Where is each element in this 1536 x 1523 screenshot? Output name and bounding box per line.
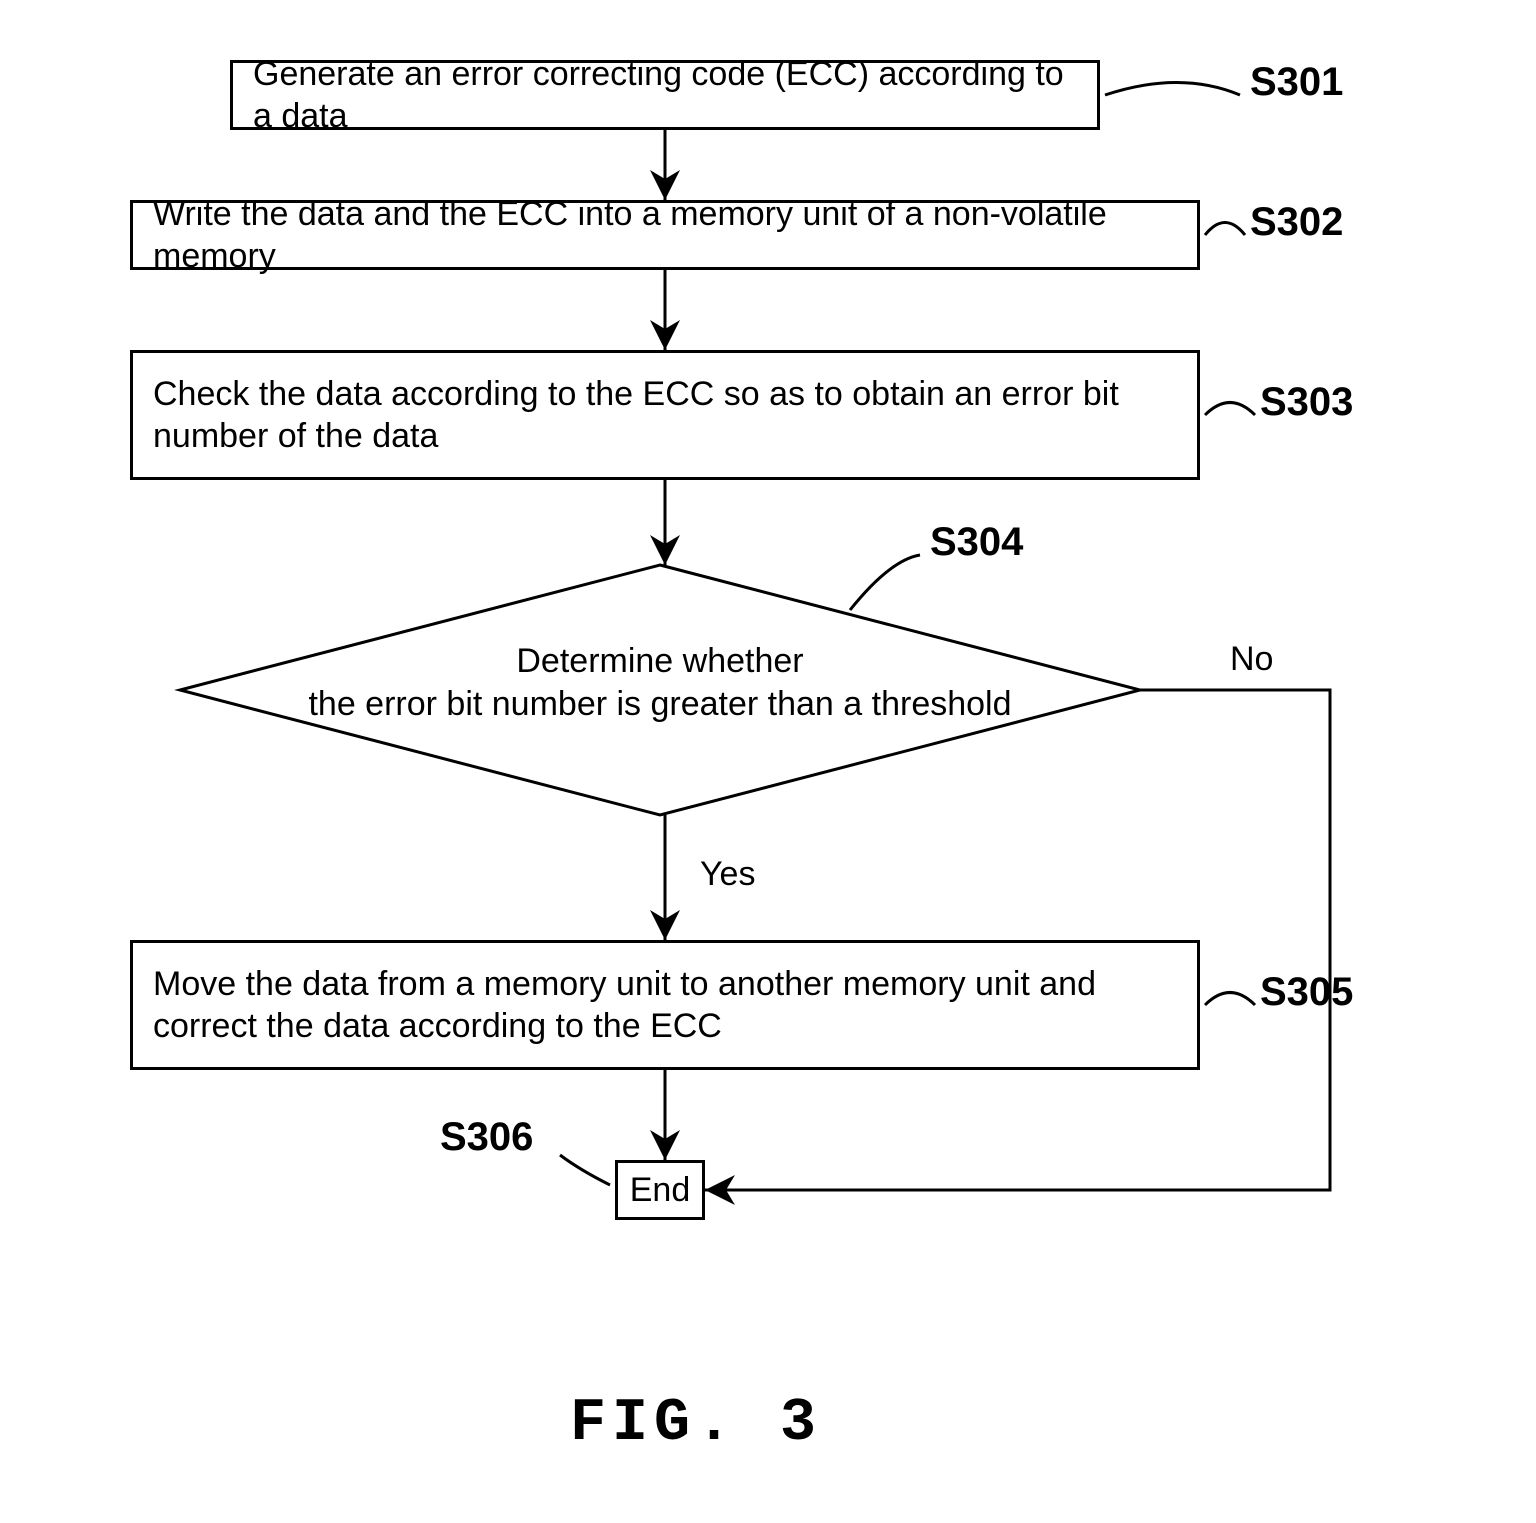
decision-s304-text: Determine whetherthe error bit number is… — [290, 640, 1030, 725]
terminator-s306: End — [615, 1160, 705, 1220]
leader-S302 — [1205, 223, 1245, 236]
leader-S303 — [1205, 403, 1255, 416]
figure-caption: FIG. 3 — [570, 1390, 822, 1458]
terminator-s306-text: End — [630, 1169, 691, 1212]
step-label-S302: S302 — [1250, 200, 1343, 245]
process-s301-text: Generate an error correcting code (ECC) … — [253, 53, 1077, 138]
leader-S305 — [1205, 993, 1255, 1006]
process-s303-text: Check the data according to the ECC so a… — [153, 373, 1177, 458]
leader-S304 — [850, 555, 920, 610]
edge-label-e6no: No — [1230, 640, 1273, 679]
leader-S306 — [560, 1155, 610, 1185]
step-label-S305: S305 — [1260, 970, 1353, 1015]
process-s302-text: Write the data and the ECC into a memory… — [153, 193, 1177, 278]
process-s301: Generate an error correcting code (ECC) … — [230, 60, 1100, 130]
edge-label-e4yes: Yes — [700, 855, 755, 894]
process-s302: Write the data and the ECC into a memory… — [130, 200, 1200, 270]
process-s305: Move the data from a memory unit to anot… — [130, 940, 1200, 1070]
step-label-S304: S304 — [930, 520, 1023, 565]
decision-s304-line2: the error bit number is greater than a t… — [290, 683, 1030, 726]
decision-s304-line1: Determine whether — [290, 640, 1030, 683]
process-s303: Check the data according to the ECC so a… — [130, 350, 1200, 480]
step-label-S301: S301 — [1250, 60, 1343, 105]
process-s305-text: Move the data from a memory unit to anot… — [153, 963, 1177, 1048]
step-label-S303: S303 — [1260, 380, 1353, 425]
leader-S301 — [1105, 83, 1240, 96]
step-label-S306: S306 — [440, 1115, 533, 1160]
